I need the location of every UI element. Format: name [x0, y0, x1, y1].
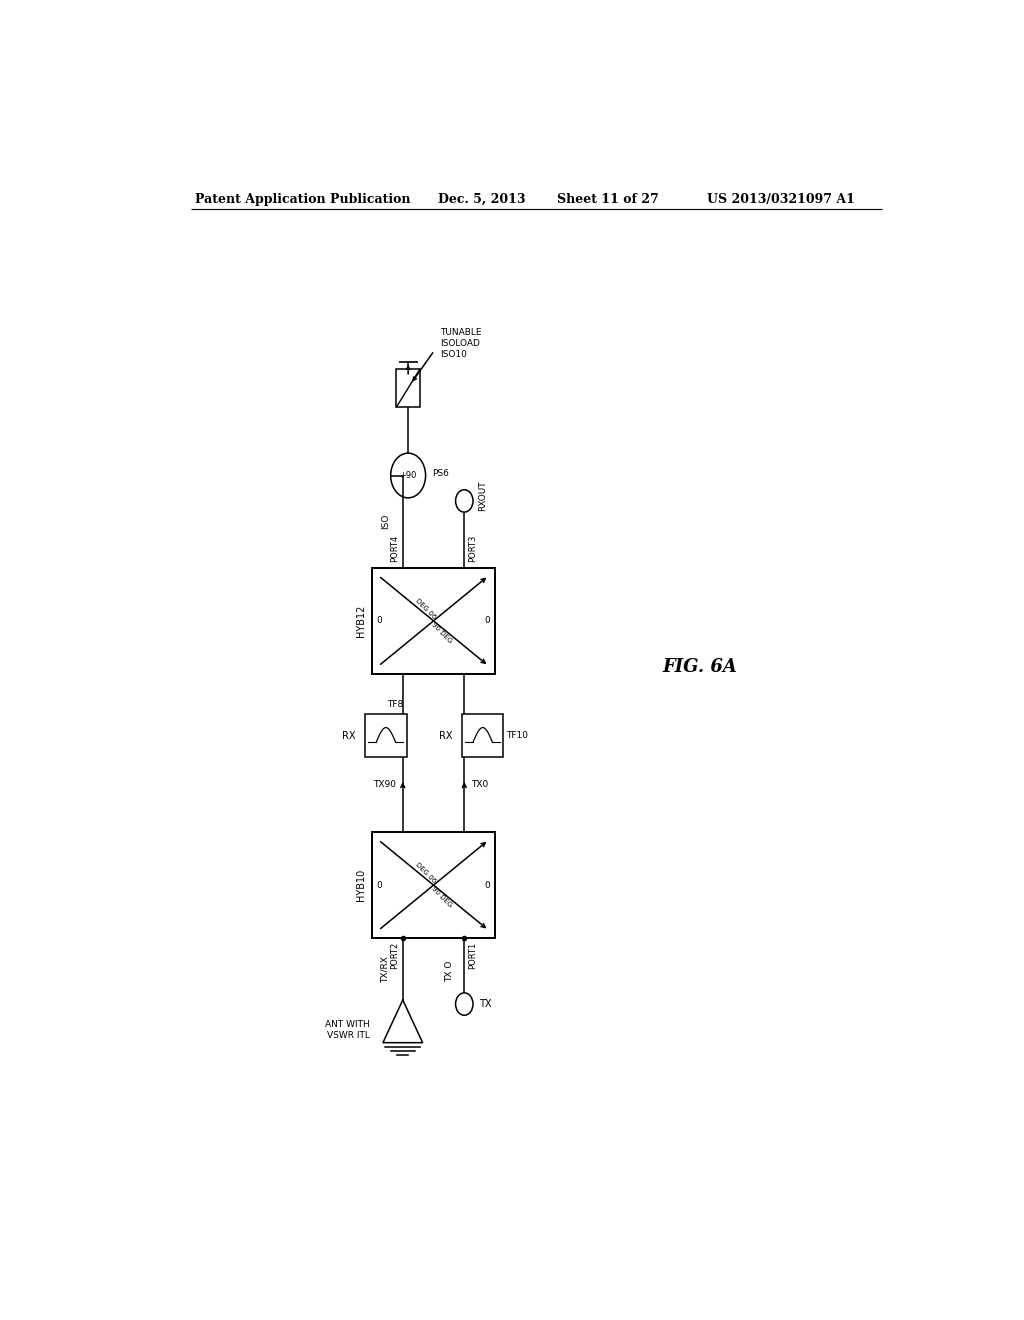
Text: TX0: TX0 [471, 780, 487, 789]
Text: 90 DEG: 90 DEG [430, 622, 453, 644]
Text: Dec. 5, 2013: Dec. 5, 2013 [437, 193, 525, 206]
Text: RX: RX [439, 731, 453, 741]
Text: TUNABLE
ISOLOAD
ISO10: TUNABLE ISOLOAD ISO10 [440, 327, 481, 359]
Text: Sheet 11 of 27: Sheet 11 of 27 [557, 193, 658, 206]
Text: +90: +90 [399, 471, 417, 480]
Text: RX: RX [342, 731, 355, 741]
Text: 0: 0 [484, 616, 490, 626]
Text: ISO: ISO [381, 513, 390, 529]
Bar [366, 714, 407, 758]
Text: 0: 0 [484, 880, 490, 890]
Text: HYB10: HYB10 [355, 869, 366, 902]
Text: FIG. 6A: FIG. 6A [662, 657, 737, 676]
Circle shape [456, 993, 473, 1015]
Text: TX O: TX O [445, 961, 455, 982]
Text: TF8: TF8 [387, 701, 403, 709]
Bar [372, 832, 495, 939]
Text: PORT3: PORT3 [468, 535, 477, 562]
Text: DEG 06: DEG 06 [414, 862, 437, 884]
Circle shape [391, 453, 426, 498]
Text: RXOUT: RXOUT [478, 480, 487, 511]
Text: DEG 06: DEG 06 [414, 597, 437, 620]
Circle shape [456, 490, 473, 512]
Text: 90 DEG: 90 DEG [430, 886, 453, 908]
Text: PS6: PS6 [432, 469, 449, 478]
Text: TF10: TF10 [507, 731, 528, 741]
Text: HYB12: HYB12 [355, 605, 366, 638]
Text: PORT4: PORT4 [390, 535, 398, 562]
Text: Patent Application Publication: Patent Application Publication [196, 193, 411, 206]
Text: TX90: TX90 [374, 780, 396, 789]
Text: ANT WITH
VSWR ITL: ANT WITH VSWR ITL [325, 1020, 370, 1040]
Text: 0: 0 [377, 616, 383, 626]
Bar [372, 568, 495, 675]
Text: TX/RX: TX/RX [381, 956, 390, 982]
Bar [396, 368, 420, 408]
Bar [462, 714, 504, 758]
Text: PORT2: PORT2 [390, 941, 398, 969]
Text: TX: TX [478, 999, 492, 1008]
Text: PORT1: PORT1 [468, 941, 477, 969]
Text: US 2013/0321097 A1: US 2013/0321097 A1 [708, 193, 855, 206]
Text: 0: 0 [377, 880, 383, 890]
